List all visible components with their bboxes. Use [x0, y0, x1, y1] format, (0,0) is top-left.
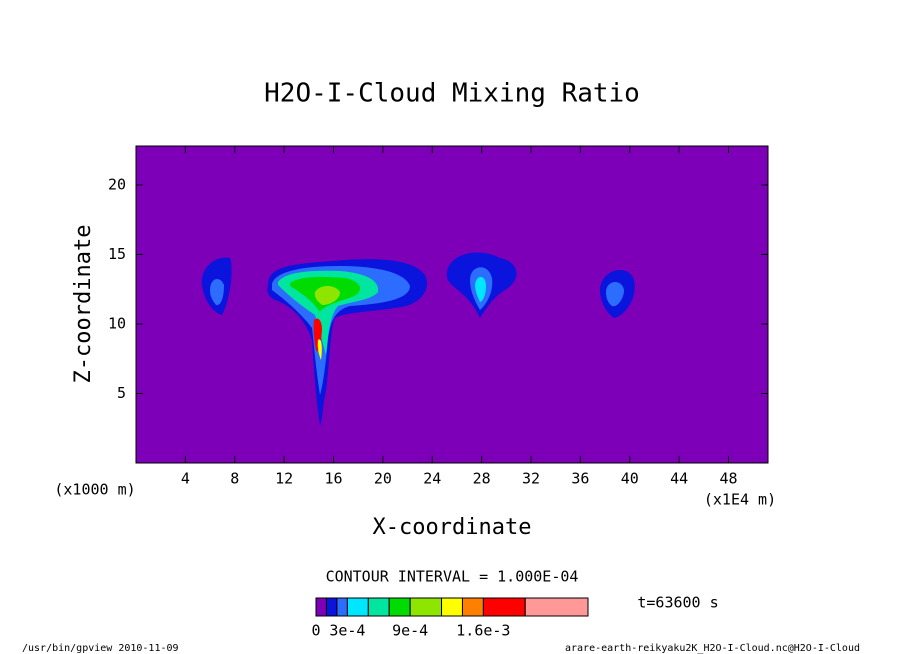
x-tick-label: 4 — [181, 470, 190, 488]
y-tick-label: 20 — [108, 175, 126, 193]
x-tick-label: 40 — [621, 470, 639, 488]
x-unit-right: (x1E4 m) — [704, 491, 776, 509]
chart-title: H2O-I-Cloud Mixing Ratio — [264, 79, 640, 109]
x-axis-title: X-coordinate — [373, 515, 532, 540]
plot-area — [135, 145, 769, 464]
colorbar-tick-label: 1.6e-3 — [456, 622, 510, 640]
contour-region — [475, 276, 486, 302]
x-unit-left: (x1000 m) — [54, 481, 135, 499]
footer-right: arare-earth-reikyaku2K_H2O-I-Cloud.nc@H2… — [565, 643, 860, 654]
x-tick-label: 8 — [230, 470, 239, 488]
contour-region — [314, 286, 340, 305]
y-axis-title: Z-coordinate — [71, 225, 96, 384]
x-tick-label: 16 — [324, 470, 342, 488]
x-tick-label: 28 — [473, 470, 491, 488]
y-tick-label: 10 — [108, 314, 126, 332]
x-tick-label: 32 — [522, 470, 540, 488]
colorbar-segment — [441, 597, 463, 617]
colorbar-tick-label: 9e-4 — [392, 622, 428, 640]
x-tick-label: 20 — [374, 470, 392, 488]
colorbar-segment — [409, 597, 443, 617]
colorbar-tick-label: 3e-4 — [329, 622, 365, 640]
colorbar-segment — [524, 597, 589, 617]
footer-left: /usr/bin/gpview 2010-11-09 — [22, 643, 179, 654]
plot-frame — [135, 145, 769, 464]
x-tick-label: 24 — [423, 470, 441, 488]
colorbar-segment — [461, 597, 484, 617]
x-tick-label: 36 — [571, 470, 589, 488]
y-tick-label: 5 — [117, 384, 126, 402]
colorbar-segment — [388, 597, 411, 617]
colorbar-segment — [336, 597, 348, 617]
colorbar-segment — [482, 597, 526, 617]
background-field — [136, 146, 768, 463]
contour-regions — [201, 252, 635, 425]
x-tick-label: 12 — [275, 470, 293, 488]
contour-region — [210, 278, 224, 306]
contour-interval: CONTOUR INTERVAL = 1.000E-04 — [326, 568, 579, 586]
colorbar-segment — [325, 597, 338, 617]
y-tick-label: 15 — [108, 245, 126, 263]
time-label: t=63600 s — [637, 594, 718, 612]
colorbar-tick-label: 0 — [311, 622, 320, 640]
x-tick-label: 48 — [719, 470, 737, 488]
colorbar-segment — [315, 597, 327, 617]
colorbar-segment — [346, 597, 369, 617]
contour-region — [606, 281, 624, 307]
x-tick-label: 44 — [670, 470, 688, 488]
contour-region — [317, 339, 322, 360]
colorbar-segment — [367, 597, 390, 617]
